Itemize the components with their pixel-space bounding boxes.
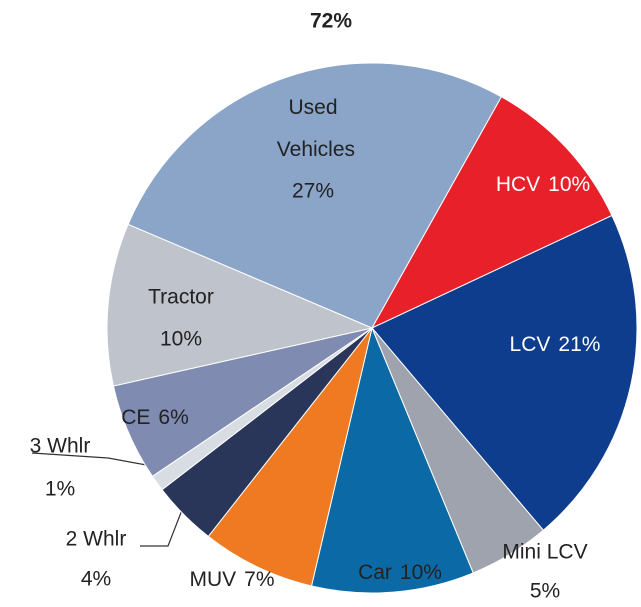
leader-line	[31, 452, 153, 467]
pie-slice	[310, 326, 474, 594]
slice-value: 10%	[400, 561, 442, 584]
pie-slice	[127, 62, 503, 329]
slice-name: Used Vehicles	[271, 96, 355, 161]
slice-value: 7%	[244, 568, 274, 591]
slice-label: Car 10%	[358, 561, 442, 584]
slice-name: LCV	[510, 333, 551, 356]
slice-label: MUV 7%	[189, 568, 274, 591]
slice-name: Car	[358, 561, 392, 584]
leader-line	[140, 509, 183, 547]
slice-value: 1%	[45, 478, 75, 501]
pie-slice	[207, 327, 373, 587]
slice-value: 5%	[530, 580, 560, 603]
slice-value: 27%	[292, 180, 334, 203]
pie-slice	[370, 96, 613, 330]
slice-value: 10%	[548, 173, 590, 196]
slice-value: 21%	[558, 333, 600, 356]
slice-name: Tractor	[148, 286, 214, 309]
slice-name: HCV	[496, 173, 540, 196]
slice-value: 10%	[160, 328, 202, 351]
slice-label: HCV 10%	[496, 173, 590, 196]
pie-slice	[371, 214, 638, 531]
slice-name: CE	[121, 406, 150, 429]
slice-name: 2 Whlr	[66, 528, 127, 551]
slice-name: MUV	[189, 568, 236, 591]
slice-label: LCV 21%	[510, 333, 601, 356]
slice-value: 4%	[81, 568, 111, 591]
slice-value: 6%	[158, 406, 188, 429]
slice-label: CE 6%	[121, 406, 189, 429]
annotation: 72%	[310, 10, 352, 33]
pie-slice	[106, 223, 374, 387]
slice-name: 3 Whlr	[30, 435, 91, 458]
slice-name: Mini LCV	[502, 541, 587, 564]
